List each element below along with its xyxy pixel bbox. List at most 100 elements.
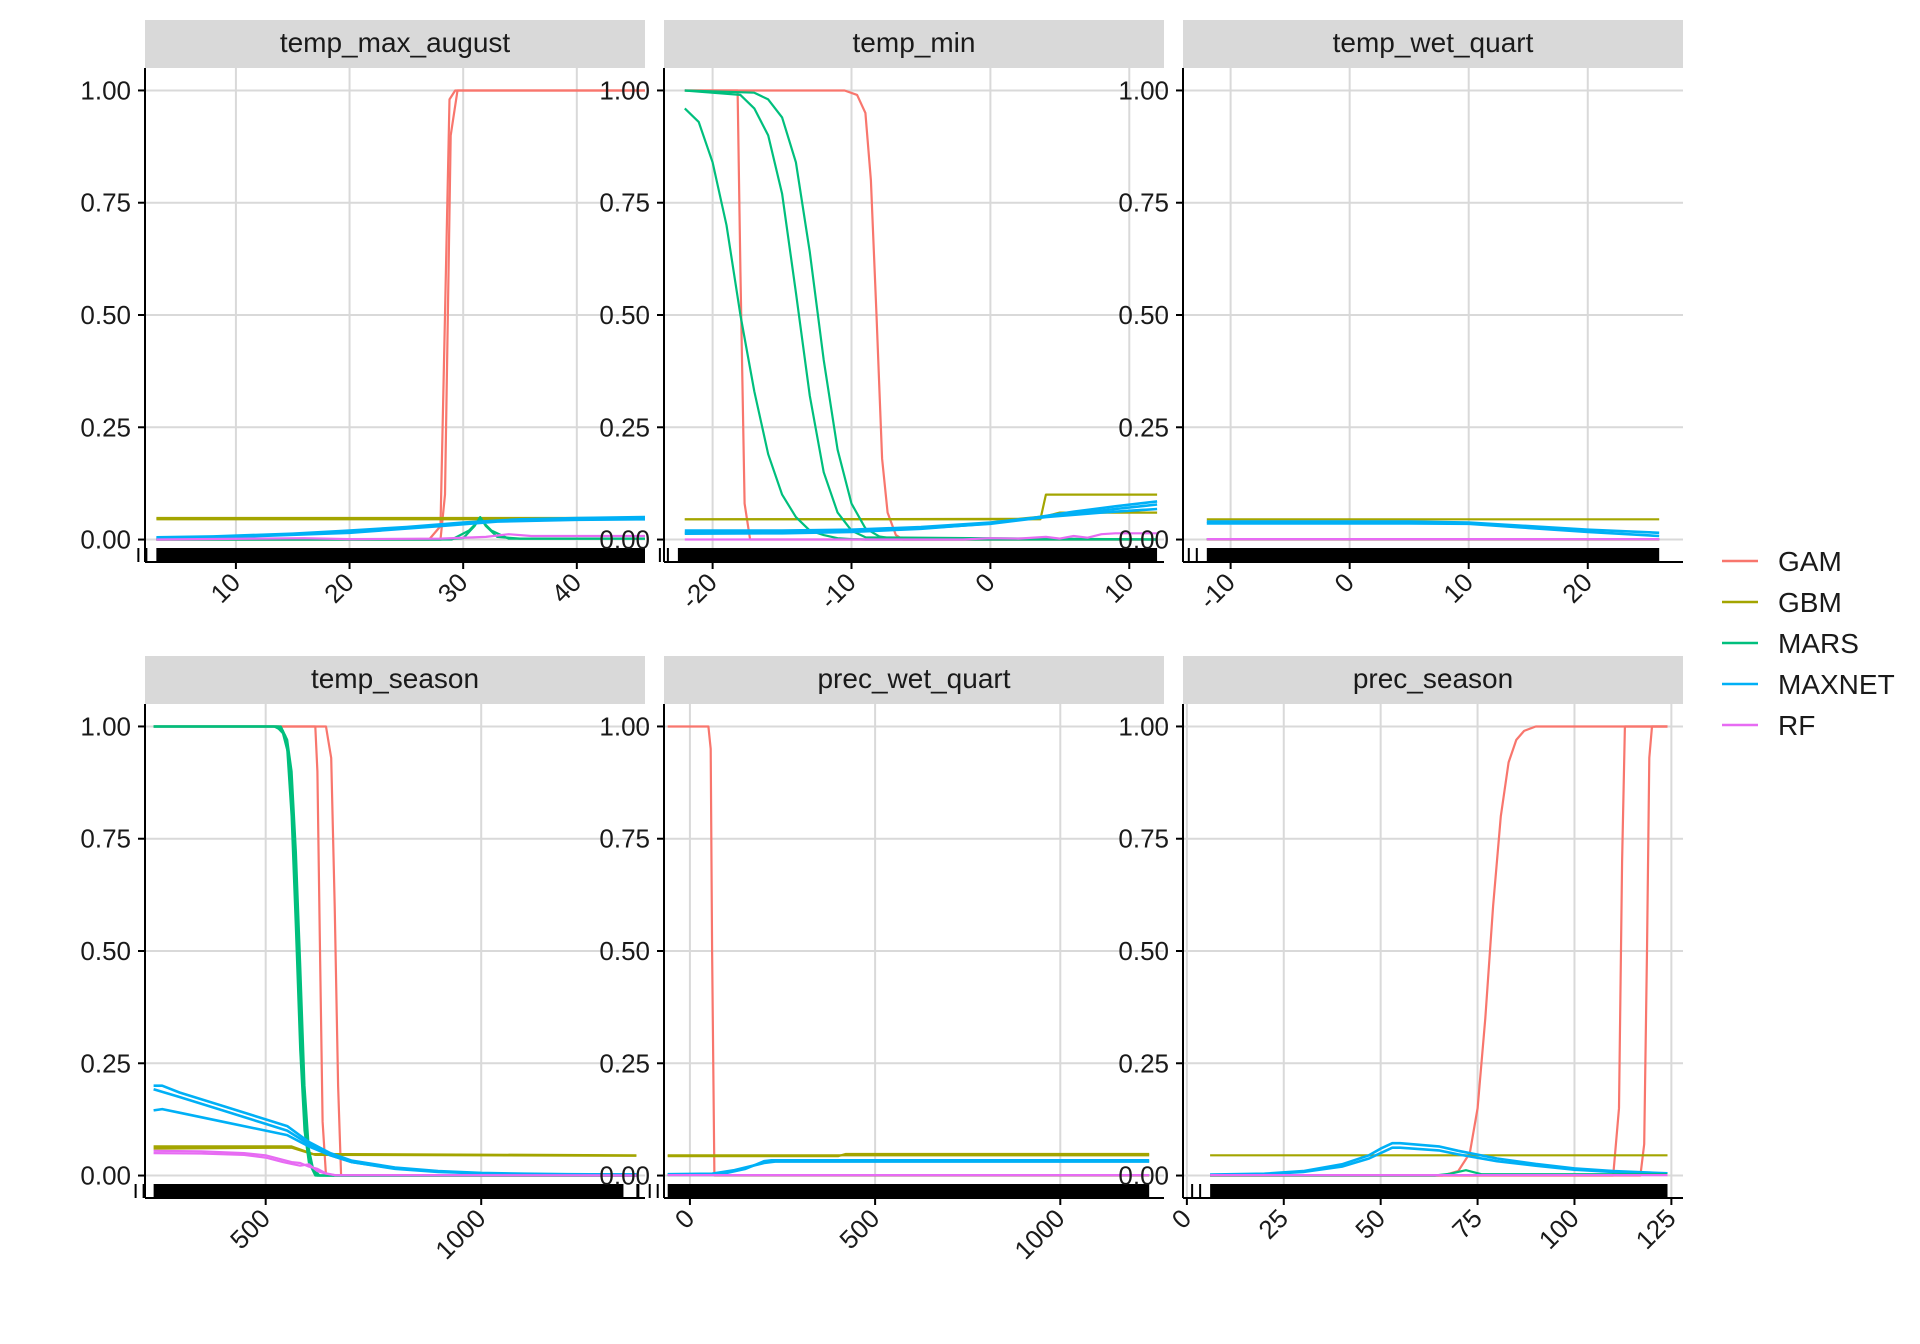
facet-panel-temp-season: temp_season 0.00 0.25 0.50 0.75 1.00 500 1000 [80, 656, 645, 1265]
x-tick-label: 1000 [429, 1203, 491, 1265]
y-tick-label: 0.25 [599, 1048, 650, 1078]
facet-strip [145, 656, 645, 704]
x-tick-label: 40 [545, 567, 587, 609]
y-tick-label: 1.00 [1118, 75, 1169, 105]
y-tick-label: 0.50 [1118, 936, 1169, 966]
y-tick-label: 0.25 [1118, 1048, 1169, 1078]
series-line-gam [153, 725, 637, 1177]
series-line-mars [156, 518, 645, 541]
y-tick-label: 0.25 [80, 412, 131, 442]
facet-panel-temp-max-august: temp_max_august 0.00 0.25 0.50 0.75 1.00 10 20 3… [80, 20, 646, 609]
y-tick-label: 0.50 [599, 300, 650, 330]
legend-label: GAM [1778, 546, 1842, 577]
x-tick-label: 100 [1533, 1203, 1585, 1255]
legend-item-gam: GAM [1722, 546, 1842, 577]
legend-label: MAXNET [1778, 669, 1895, 700]
y-tick-label: 0.00 [80, 1161, 131, 1191]
series-line-gbm [684, 493, 1158, 521]
series-line-rf [684, 532, 1158, 541]
facet-strip [1183, 20, 1683, 68]
facet-panel-temp-min: temp_min 0.00 0.25 0.50 0.75 1.00 -20 -10 0 10 [599, 20, 1164, 615]
y-tick-label: 0.75 [80, 188, 131, 218]
x-tick-label: 500 [833, 1203, 885, 1255]
y-tick-label: 1.00 [80, 75, 131, 105]
y-tick-label: 1.00 [80, 711, 131, 741]
y-tick-label: 1.00 [599, 711, 650, 741]
rug-marks [1206, 548, 1660, 562]
series-line-rf [153, 1152, 637, 1177]
y-tick-label: 0.25 [1118, 412, 1169, 442]
legend-item-maxnet: MAXNET [1722, 669, 1895, 700]
facet-strip [664, 656, 1164, 704]
legend-item-rf: RF [1722, 710, 1815, 741]
x-tick-label: 0 [1166, 1203, 1197, 1234]
rug-marks [1210, 1184, 1668, 1198]
series-line-maxnet [684, 507, 1158, 535]
x-tick-label: 10 [204, 567, 246, 609]
series-line-maxnet [1206, 522, 1660, 538]
x-tick-label: 0 [669, 1203, 700, 1234]
x-tick-label: 10 [1437, 567, 1479, 609]
y-tick-label: 0.50 [599, 936, 650, 966]
series-line-maxnet [153, 1107, 637, 1176]
y-tick-label: 0.50 [1118, 300, 1169, 330]
y-tick-label: 0.00 [80, 525, 131, 555]
x-tick-label: 50 [1349, 1203, 1391, 1245]
facet-title: temp_min [853, 27, 976, 58]
y-tick-label: 0.75 [1118, 188, 1169, 218]
facet-strip [145, 20, 645, 68]
facet-strip [1183, 656, 1683, 704]
x-tick-label: -20 [675, 567, 723, 615]
x-tick-label: 0 [1328, 567, 1359, 598]
x-tick-label: 25 [1252, 1203, 1294, 1245]
facet-title: prec_season [1353, 663, 1513, 694]
x-tick-label: -10 [814, 567, 862, 615]
x-tick-label: 0 [969, 567, 1000, 598]
y-tick-label: 0.50 [80, 936, 131, 966]
series-line-gam [1210, 725, 1668, 1177]
facet-title: temp_max_august [280, 27, 511, 58]
legend-item-gbm: GBM [1722, 587, 1842, 618]
y-tick-label: 0.75 [599, 824, 650, 854]
y-tick-label: 0.00 [599, 525, 650, 555]
facet-title: prec_wet_quart [817, 663, 1010, 694]
x-tick-label: 20 [1556, 567, 1598, 609]
series-line-mars [153, 725, 637, 1177]
y-tick-label: 0.25 [80, 1048, 131, 1078]
facet-strip [664, 20, 1164, 68]
facet-panels: temp_max_august 0.00 0.25 0.50 0.75 1.00 10 20 3… [80, 20, 1683, 1265]
y-tick-label: 0.00 [1118, 525, 1169, 555]
series-line-maxnet [684, 503, 1158, 532]
series-line-mars [684, 107, 1158, 541]
y-tick-label: 1.00 [599, 75, 650, 105]
x-tick-label: 500 [224, 1203, 276, 1255]
y-tick-label: 0.75 [599, 188, 650, 218]
legend: GAM GBM MARS MAXNET RF [1722, 546, 1895, 741]
legend-item-mars: MARS [1722, 628, 1859, 659]
legend-label: MARS [1778, 628, 1859, 659]
facet-panel-prec-wet-quart: prec_wet_quart 0.00 0.25 0.50 0.75 1.00 0 500 10… [599, 656, 1164, 1265]
rug-marks [677, 548, 1158, 562]
series-line-maxnet [156, 518, 646, 540]
series-line-gbm [153, 1146, 637, 1157]
series-line-rf [156, 533, 645, 541]
facet-title: temp_season [311, 663, 479, 694]
rug-marks [667, 1184, 1150, 1198]
facet-title: temp_wet_quart [1333, 27, 1534, 58]
facet-panel-temp-wet-quart: temp_wet_quart 0.00 0.25 0.50 0.75 1.00 -10 0 10… [1118, 20, 1683, 615]
series-line-maxnet [1206, 520, 1660, 535]
series-line-maxnet [153, 1088, 637, 1176]
x-tick-label: 20 [318, 567, 360, 609]
y-tick-label: 0.75 [1118, 824, 1169, 854]
legend-label: GBM [1778, 587, 1842, 618]
rug-marks [156, 548, 645, 562]
x-tick-label: 30 [432, 567, 474, 609]
series-line-mars [684, 89, 1158, 541]
x-tick-label: 1000 [1008, 1203, 1070, 1265]
series-line-maxnet [667, 1160, 1150, 1176]
y-tick-label: 0.75 [80, 824, 131, 854]
x-tick-label: 125 [1630, 1203, 1682, 1255]
rug-marks [636, 1184, 640, 1198]
series-line-maxnet [1210, 1146, 1668, 1177]
